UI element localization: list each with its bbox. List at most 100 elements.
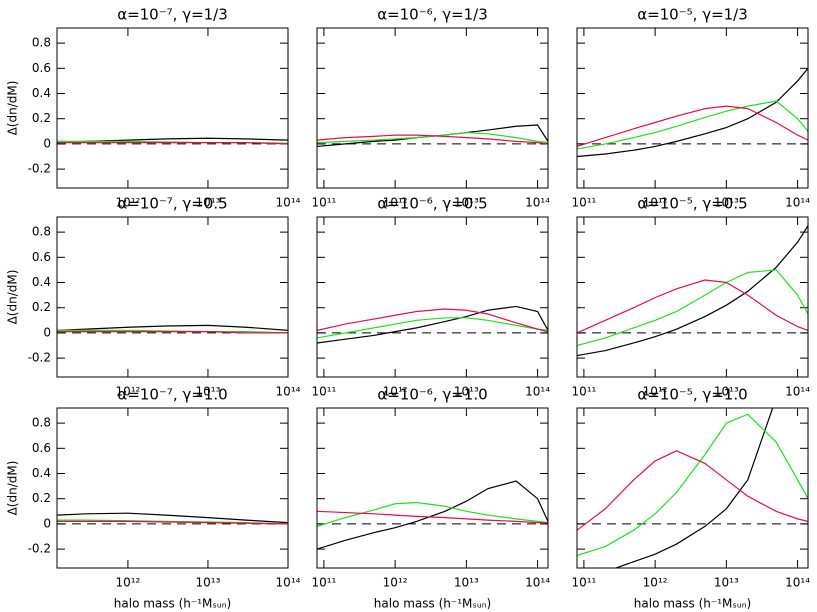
plot-frame bbox=[576, 407, 809, 569]
series-line bbox=[577, 413, 808, 556]
x-tick-label: 10¹¹ bbox=[311, 385, 336, 399]
panel: α=10⁻⁷, γ=1/3 Δ(dn/dM) -0.2 0 0.2 0.4 0.6 0.8 10… bbox=[6, 6, 301, 210]
x-tick-label: 10¹¹ bbox=[571, 385, 596, 399]
series-line bbox=[57, 520, 288, 525]
panel-title: α=10⁻⁶, γ=1/3 bbox=[377, 6, 488, 24]
y-axis-label: Δ(dn/dM) bbox=[6, 81, 20, 136]
y-tick-label: 0.8 bbox=[32, 36, 51, 50]
x-tick-label: 10¹⁴ bbox=[525, 385, 550, 399]
x-tick-label: 10¹² bbox=[115, 196, 140, 210]
series-line bbox=[57, 142, 288, 145]
x-tick-label: 10¹² bbox=[643, 385, 668, 399]
y-tick-label: -0.2 bbox=[28, 542, 51, 556]
y-tick-label: 0.4 bbox=[32, 86, 51, 100]
plot-area bbox=[317, 305, 548, 344]
plot-area bbox=[577, 408, 808, 568]
x-tick-label: 10¹² bbox=[115, 385, 140, 399]
y-tick-label: 0.6 bbox=[32, 250, 51, 264]
x-tick-label: 10¹² bbox=[383, 196, 408, 210]
plot-area bbox=[317, 124, 548, 148]
series-line bbox=[317, 134, 548, 145]
panel: α=10⁻⁵, γ=1.0 halo mass (h⁻¹Mₛᵤₙ) 10¹¹ 10¹²… bbox=[571, 386, 810, 611]
panel: α=10⁻⁵, γ=0.5 10¹¹ 10¹² 10¹³ 10¹⁴ bbox=[571, 195, 810, 399]
x-tick-label: 10¹² bbox=[383, 576, 408, 590]
panel-title: α=10⁻⁵, γ=1/3 bbox=[637, 6, 748, 24]
y-tick-label: -0.2 bbox=[28, 162, 51, 176]
panel: α=10⁻⁷, γ=0.5 Δ(dn/dM) -0.2 0 0.2 0.4 0.6 0.8 10… bbox=[6, 195, 301, 399]
panel-title: α=10⁻⁷, γ=1.0 bbox=[117, 386, 227, 404]
y-tick-label: 0.2 bbox=[32, 491, 51, 505]
x-tick-label: 10¹² bbox=[643, 576, 668, 590]
plot-frame bbox=[576, 216, 809, 378]
x-axis-label: halo mass (h⁻¹Mₛᵤₙ) bbox=[634, 597, 751, 611]
series-line bbox=[317, 510, 548, 524]
series-line bbox=[577, 450, 808, 531]
plot-area bbox=[57, 137, 288, 145]
y-tick-label: 0.4 bbox=[32, 275, 51, 289]
x-tick-label: 10¹³ bbox=[196, 385, 221, 399]
x-tick-label: 10¹⁴ bbox=[276, 576, 301, 590]
panel: α=10⁻⁶, γ=1.0 halo mass (h⁻¹Mₛᵤₙ) 10¹¹ 10¹²… bbox=[311, 386, 550, 611]
x-tick-label: 10¹⁴ bbox=[525, 196, 550, 210]
series-line bbox=[577, 67, 808, 158]
x-tick-label: 10¹¹ bbox=[571, 196, 596, 210]
panel-title: α=10⁻⁷, γ=0.5 bbox=[117, 195, 227, 213]
y-tick-label: 0.4 bbox=[32, 466, 51, 480]
x-tick-label: 10¹⁴ bbox=[276, 385, 301, 399]
series-line bbox=[577, 269, 808, 347]
x-tick-label: 10¹² bbox=[383, 385, 408, 399]
x-tick-label: 10¹¹ bbox=[311, 576, 336, 590]
x-tick-label: 10¹³ bbox=[454, 196, 479, 210]
y-tick-label: 0 bbox=[43, 516, 51, 530]
x-tick-label: 10¹¹ bbox=[311, 196, 336, 210]
y-tick-label: 0.6 bbox=[32, 441, 51, 455]
x-tick-label: 10¹³ bbox=[454, 385, 479, 399]
x-axis-label: halo mass (h⁻¹Mₛᵤₙ) bbox=[374, 597, 491, 611]
y-tick-label: 0.8 bbox=[32, 416, 51, 430]
x-tick-label: 10¹² bbox=[115, 576, 140, 590]
plot-area bbox=[57, 324, 288, 334]
plot-area bbox=[577, 225, 808, 357]
x-tick-label: 10¹³ bbox=[714, 385, 739, 399]
series-line bbox=[577, 100, 808, 150]
panel-title: α=10⁻⁵, γ=1.0 bbox=[637, 386, 747, 404]
plot-area bbox=[57, 512, 288, 525]
series-line bbox=[577, 105, 808, 148]
x-tick-label: 10¹³ bbox=[714, 576, 739, 590]
series-line bbox=[57, 512, 288, 524]
y-tick-label: 0.2 bbox=[32, 300, 51, 314]
plot-area bbox=[317, 480, 548, 550]
series-line bbox=[317, 501, 548, 528]
plot-frame bbox=[576, 27, 809, 189]
plot-area bbox=[577, 67, 808, 158]
plot-frame bbox=[56, 407, 289, 569]
series-line bbox=[57, 329, 288, 334]
x-tick-label: 10¹¹ bbox=[571, 576, 596, 590]
x-tick-label: 10¹⁴ bbox=[785, 196, 810, 210]
x-tick-label: 10¹⁴ bbox=[525, 576, 550, 590]
panel: α=10⁻⁶, γ=0.5 10¹¹ 10¹² 10¹³ 10¹⁴ bbox=[311, 195, 550, 399]
series-line bbox=[577, 279, 808, 334]
panel: α=10⁻⁶, γ=1/3 10¹¹ 10¹² 10¹³ 10¹⁴ bbox=[311, 6, 550, 210]
x-tick-label: 10¹³ bbox=[454, 576, 479, 590]
series-line bbox=[317, 305, 548, 344]
x-tick-label: 10¹³ bbox=[196, 576, 221, 590]
panel-title: α=10⁻⁶, γ=0.5 bbox=[377, 195, 487, 213]
series-line bbox=[317, 317, 548, 339]
x-tick-label: 10¹³ bbox=[714, 196, 739, 210]
series-line bbox=[614, 408, 774, 568]
panel-title: α=10⁻⁷, γ=1/3 bbox=[117, 6, 228, 24]
x-tick-label: 10¹² bbox=[643, 196, 668, 210]
series-line bbox=[57, 331, 288, 334]
y-tick-label: 0 bbox=[43, 136, 51, 150]
plot-frame bbox=[56, 216, 289, 378]
x-tick-label: 10¹⁴ bbox=[785, 576, 810, 590]
x-axis-label: halo mass (h⁻¹Mₛᵤₙ) bbox=[114, 597, 231, 611]
panel: α=10⁻⁵, γ=1/3 10¹¹ 10¹² 10¹³ 10¹⁴ bbox=[571, 6, 810, 210]
y-tick-label: 0.8 bbox=[32, 225, 51, 239]
panel: α=10⁻⁷, γ=1.0 Δ(dn/dM) halo mass (h⁻¹Mₛᵤₙ)… bbox=[6, 386, 301, 611]
plot-frame bbox=[56, 27, 289, 189]
y-tick-label: 0 bbox=[43, 325, 51, 339]
y-axis-label: Δ(dn/dM) bbox=[6, 270, 20, 325]
